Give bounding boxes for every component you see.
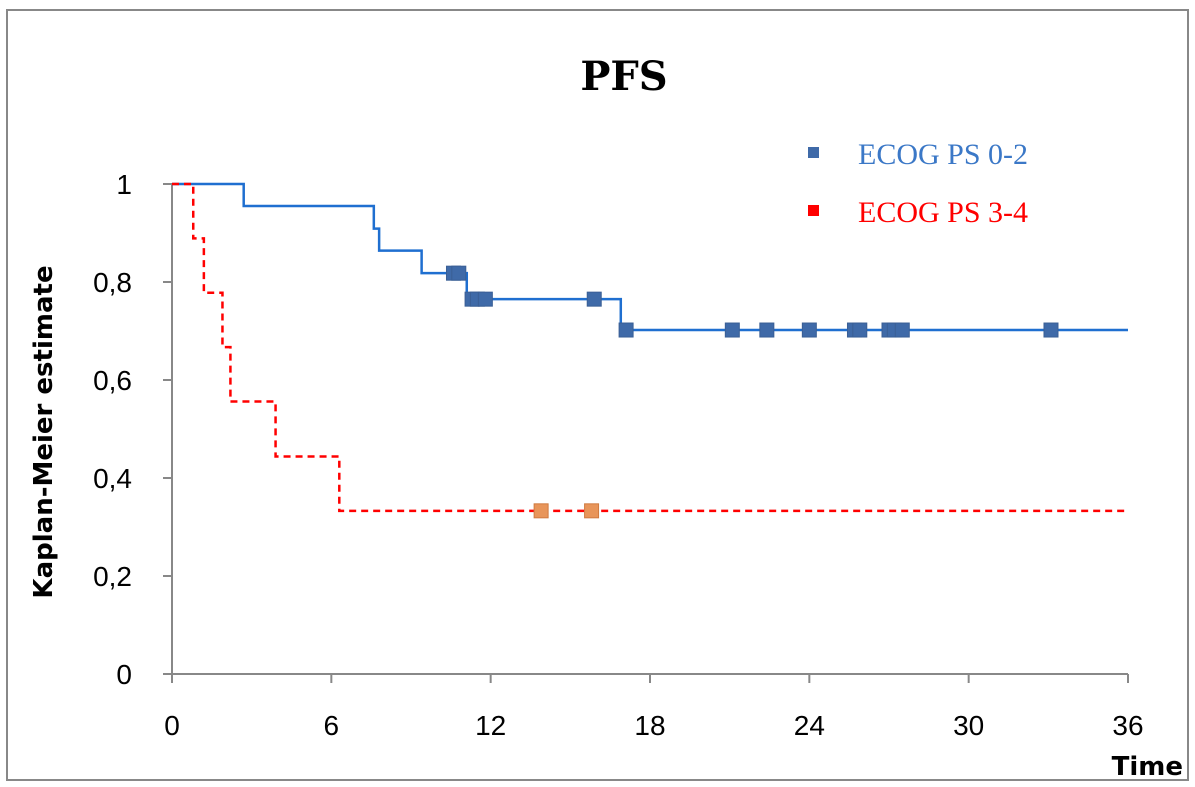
y-tick-label: 1 bbox=[116, 169, 132, 200]
x-tick-label: 12 bbox=[475, 710, 506, 741]
x-axis-title: Time bbox=[1112, 752, 1183, 782]
series-line-ecog-3-4 bbox=[172, 182, 1128, 513]
x-tick-label: 6 bbox=[324, 710, 340, 741]
legend-label-ecog-3-4: ECOG PS 3-4 bbox=[858, 196, 1028, 229]
y-axis-title: Kaplan-Meier estimate bbox=[29, 265, 59, 598]
y-tick-label: 0,6 bbox=[93, 365, 132, 396]
x-tick-label: 18 bbox=[634, 710, 665, 741]
y-tick-label: 0 bbox=[116, 659, 132, 690]
censor-marker bbox=[724, 322, 740, 338]
censor-marker bbox=[801, 322, 817, 338]
ticks: 0 6 12 18 24 30 36 0 0,2 0,4 0,6 0,8 1 bbox=[93, 169, 1144, 741]
legend-label-ecog-0-2: ECOG PS 0-2 bbox=[858, 138, 1028, 171]
y-tick-label: 0,4 bbox=[93, 463, 132, 494]
legend-marker-ecog-3-4 bbox=[808, 205, 819, 216]
x-tick-label: 30 bbox=[953, 710, 984, 741]
censor-marker bbox=[852, 322, 868, 338]
censor-marker bbox=[584, 503, 600, 519]
legend-marker-ecog-0-2 bbox=[808, 147, 819, 158]
censor-marker bbox=[533, 503, 549, 519]
legend: ECOG PS 0-2 ECOG PS 3-4 bbox=[808, 138, 1028, 229]
x-tick-label: 36 bbox=[1112, 710, 1143, 741]
censor-marker bbox=[618, 322, 634, 338]
censor-marker bbox=[586, 291, 602, 307]
censor-marker bbox=[1043, 322, 1059, 338]
y-tick-label: 0,2 bbox=[93, 561, 132, 592]
chart-frame bbox=[6, 9, 1189, 781]
axes bbox=[171, 184, 1128, 675]
censor-marker bbox=[894, 322, 910, 338]
series-layer bbox=[172, 182, 1128, 519]
censor-marker bbox=[451, 265, 467, 281]
censor-marker bbox=[759, 322, 775, 338]
chart-title: PFS bbox=[580, 53, 667, 100]
x-tick-label: 0 bbox=[164, 710, 180, 741]
x-tick-label: 24 bbox=[794, 710, 825, 741]
censor-marker bbox=[477, 291, 493, 307]
y-tick-label: 0,8 bbox=[93, 267, 132, 298]
